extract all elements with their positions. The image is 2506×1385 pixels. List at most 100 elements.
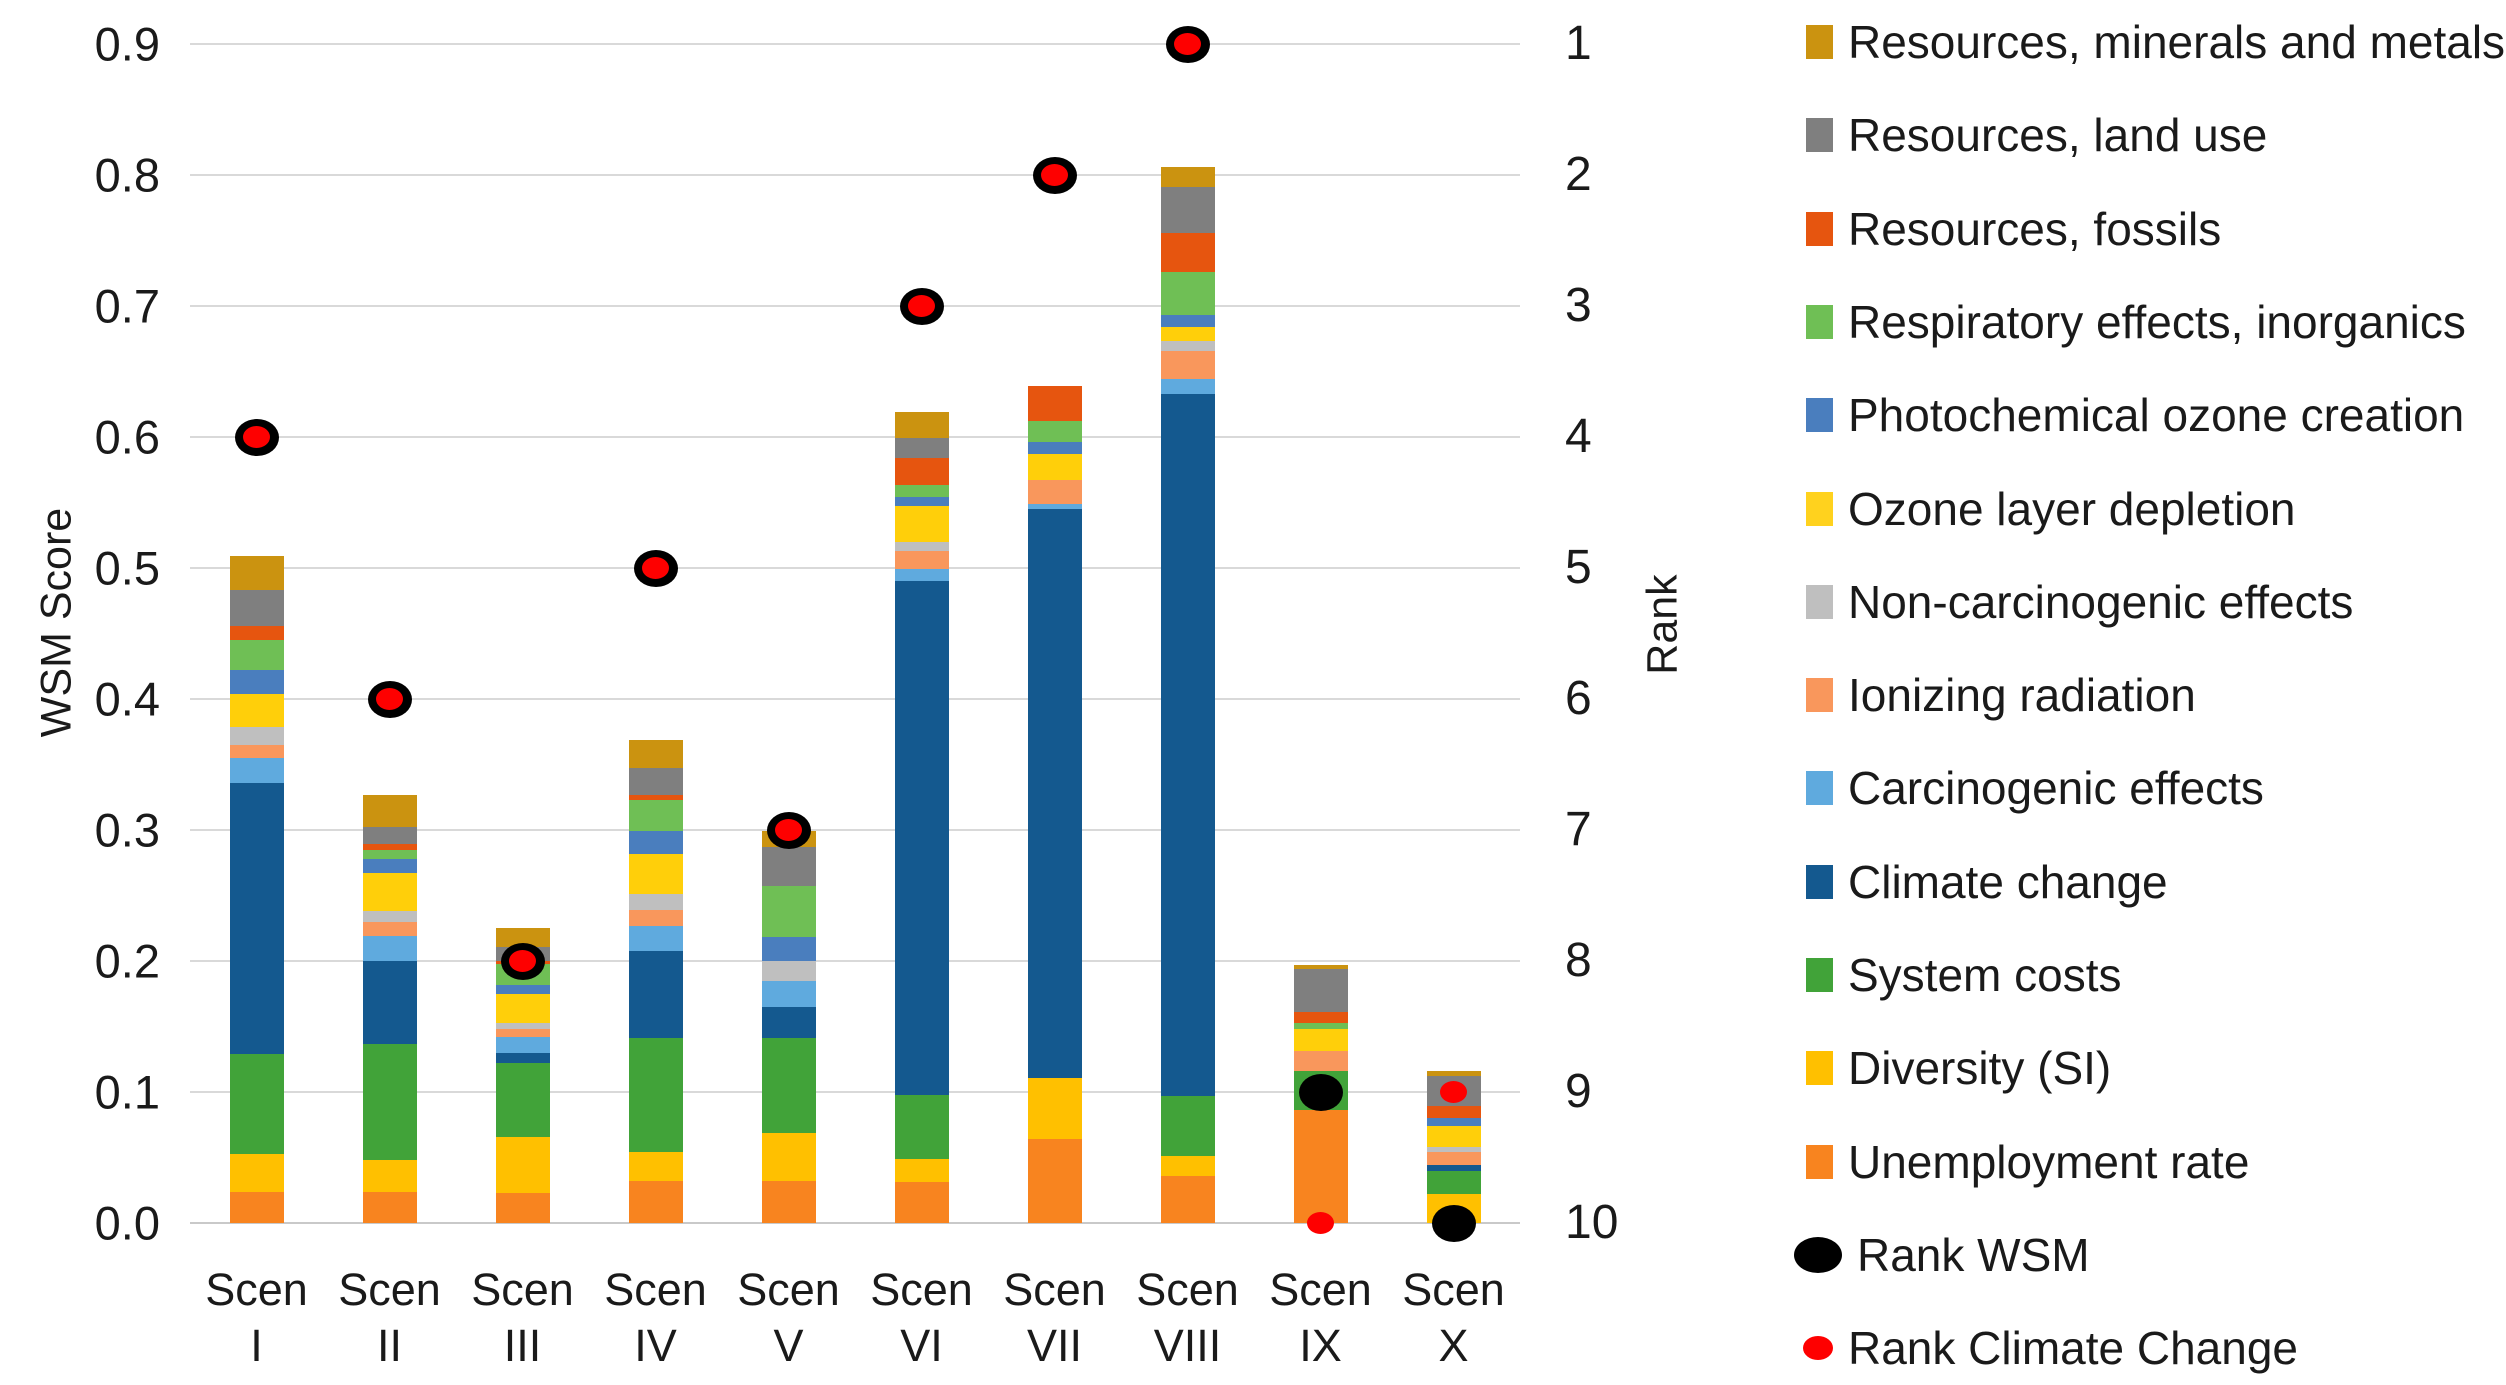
bar-segment-system (362, 1043, 417, 1161)
bar-segment-climate (894, 581, 949, 1095)
bar-segment-ionizing (894, 550, 949, 570)
legend-item: Photochemical ozone creation (1806, 385, 2464, 445)
x-label-line2: V (773, 1320, 804, 1371)
legend-label: Respiratory effects, inorganics (1848, 295, 2466, 348)
bar-segment-diversity (1160, 1156, 1215, 1176)
bar-segment-unemployment (362, 1191, 417, 1223)
x-axis-label: Scen IV (589, 1262, 722, 1374)
left-axis-tick: 0.1 (94, 1065, 160, 1119)
legend-label: Rank WSM (1857, 1228, 2090, 1281)
bar-segment-diversity (229, 1153, 284, 1192)
bar-segment-photochem (1426, 1118, 1481, 1127)
bar-segment-fossils (894, 457, 949, 486)
x-axis-label: Scen VII (988, 1262, 1121, 1374)
bar-segment-ozone (362, 873, 417, 912)
bar-segment-system (894, 1094, 949, 1159)
bar-segment-carcinogenic (628, 925, 683, 951)
left-axis-tick: 0.5 (94, 541, 160, 595)
x-axis-label: Scen X (1387, 1262, 1520, 1374)
rank-dot-rank_cc (642, 557, 669, 579)
bar-segment-landuse (229, 590, 284, 626)
right-axis-tick: 7 (1565, 803, 1592, 856)
bar-segment-carcinogenic (1027, 503, 1082, 510)
bar-segment-minerals (495, 928, 550, 947)
bar-segment-fossils (628, 794, 683, 800)
x-label-line1: Scen (870, 1264, 973, 1315)
bar-segment-climate (1027, 509, 1082, 1078)
legend-item: Rank Climate Change (1803, 1318, 2298, 1378)
bar-segment-respiratory (628, 799, 683, 832)
x-axis-label: Scen VIII (1121, 1262, 1254, 1374)
gridline (190, 567, 1520, 569)
bar-segment-ionizing (362, 921, 417, 937)
bar-segment-ionizing (628, 909, 683, 926)
rank-dot-rank_cc (1307, 1212, 1334, 1234)
bar-segment-minerals (1426, 1071, 1481, 1077)
left-axis-tick: 0.7 (94, 279, 160, 333)
legend-item: Resources, fossils (1806, 199, 2221, 259)
x-label-line1: Scen (1402, 1264, 1505, 1315)
right-axis-tick: 8 (1565, 934, 1592, 987)
legend-item: Non-carcinogenic effects (1806, 572, 2353, 632)
legend-swatch (1806, 25, 1833, 59)
bar-segment-noncarc (628, 894, 683, 910)
legend-label: Unemployment rate (1848, 1135, 2250, 1188)
legend-item: Ionizing radiation (1806, 665, 2196, 725)
bar-segment-ozone (1426, 1126, 1481, 1148)
legend-swatch (1806, 1051, 1833, 1086)
legend-marker-rank-climate (1803, 1336, 1833, 1361)
bar-segment-climate (1160, 393, 1215, 1096)
x-label-line2: IV (634, 1320, 677, 1371)
left-axis-tick: 0.2 (94, 934, 160, 988)
bar-segment-fossils (1160, 232, 1215, 272)
bar-segment-system (229, 1054, 284, 1154)
bar-segment-climate (362, 961, 417, 1044)
bar-segment-carcinogenic (894, 569, 949, 582)
x-label-line1: Scen (1269, 1264, 1372, 1315)
bar-segment-ozone (495, 993, 550, 1023)
right-axis-tick: 6 (1565, 672, 1592, 725)
bar-segment-minerals (894, 412, 949, 439)
legend-label: Diversity (SI) (1848, 1042, 2112, 1095)
legend-swatch (1806, 1144, 1833, 1179)
legend-swatch (1806, 304, 1833, 339)
legend-swatch (1806, 678, 1833, 713)
legend-label: Photochemical ozone creation (1848, 389, 2465, 442)
legend-marker-rank-wsm (1794, 1236, 1842, 1273)
bar-segment-carcinogenic (1160, 379, 1215, 394)
rank-dot-rank_wsm (1298, 1073, 1343, 1111)
bar-segment-system (1426, 1170, 1481, 1195)
bar-segment-carcinogenic (761, 980, 816, 1007)
bar-segment-unemployment (894, 1182, 949, 1223)
right-axis-tick: 4 (1565, 410, 1592, 463)
bar-segment-fossils (1293, 1012, 1348, 1023)
bar-segment-climate (628, 950, 683, 1039)
bar-segment-respiratory (1027, 421, 1082, 443)
legend-label: Climate change (1848, 855, 2168, 908)
bar-segment-carcinogenic (362, 936, 417, 961)
left-axis-tick: 0.9 (94, 17, 160, 71)
legend-label: Non-carcinogenic effects (1848, 575, 2354, 628)
right-axis-tick: 3 (1565, 279, 1592, 332)
x-label-line2: IX (1299, 1320, 1342, 1371)
bar-segment-minerals (628, 739, 683, 769)
bar-segment-photochem (495, 984, 550, 994)
legend-label: Ionizing radiation (1848, 669, 2196, 722)
bar-segment-system (1160, 1095, 1215, 1157)
left-axis-tick: 0.4 (94, 672, 160, 726)
bar-segment-climate (495, 1052, 550, 1064)
bar-segment-unemployment (628, 1181, 683, 1223)
bar-segment-unemployment (1160, 1175, 1215, 1223)
x-axis-label: Scen III (456, 1262, 589, 1374)
legend-item: Carcinogenic effects (1806, 758, 2264, 818)
bar-segment-respiratory (1160, 271, 1215, 316)
bar-segment-diversity (495, 1136, 550, 1193)
right-axis-tick: 5 (1565, 541, 1592, 594)
legend-label: Resources, fossils (1848, 202, 2222, 255)
legend-label: Carcinogenic effects (1848, 762, 2264, 815)
legend-item: Respiratory effects, inorganics (1806, 292, 2466, 352)
right-axis-tick: 2 (1565, 148, 1592, 201)
x-label-line2: VIII (1153, 1320, 1222, 1371)
plot-area (190, 25, 1520, 1242)
bar-segment-landuse (894, 438, 949, 458)
